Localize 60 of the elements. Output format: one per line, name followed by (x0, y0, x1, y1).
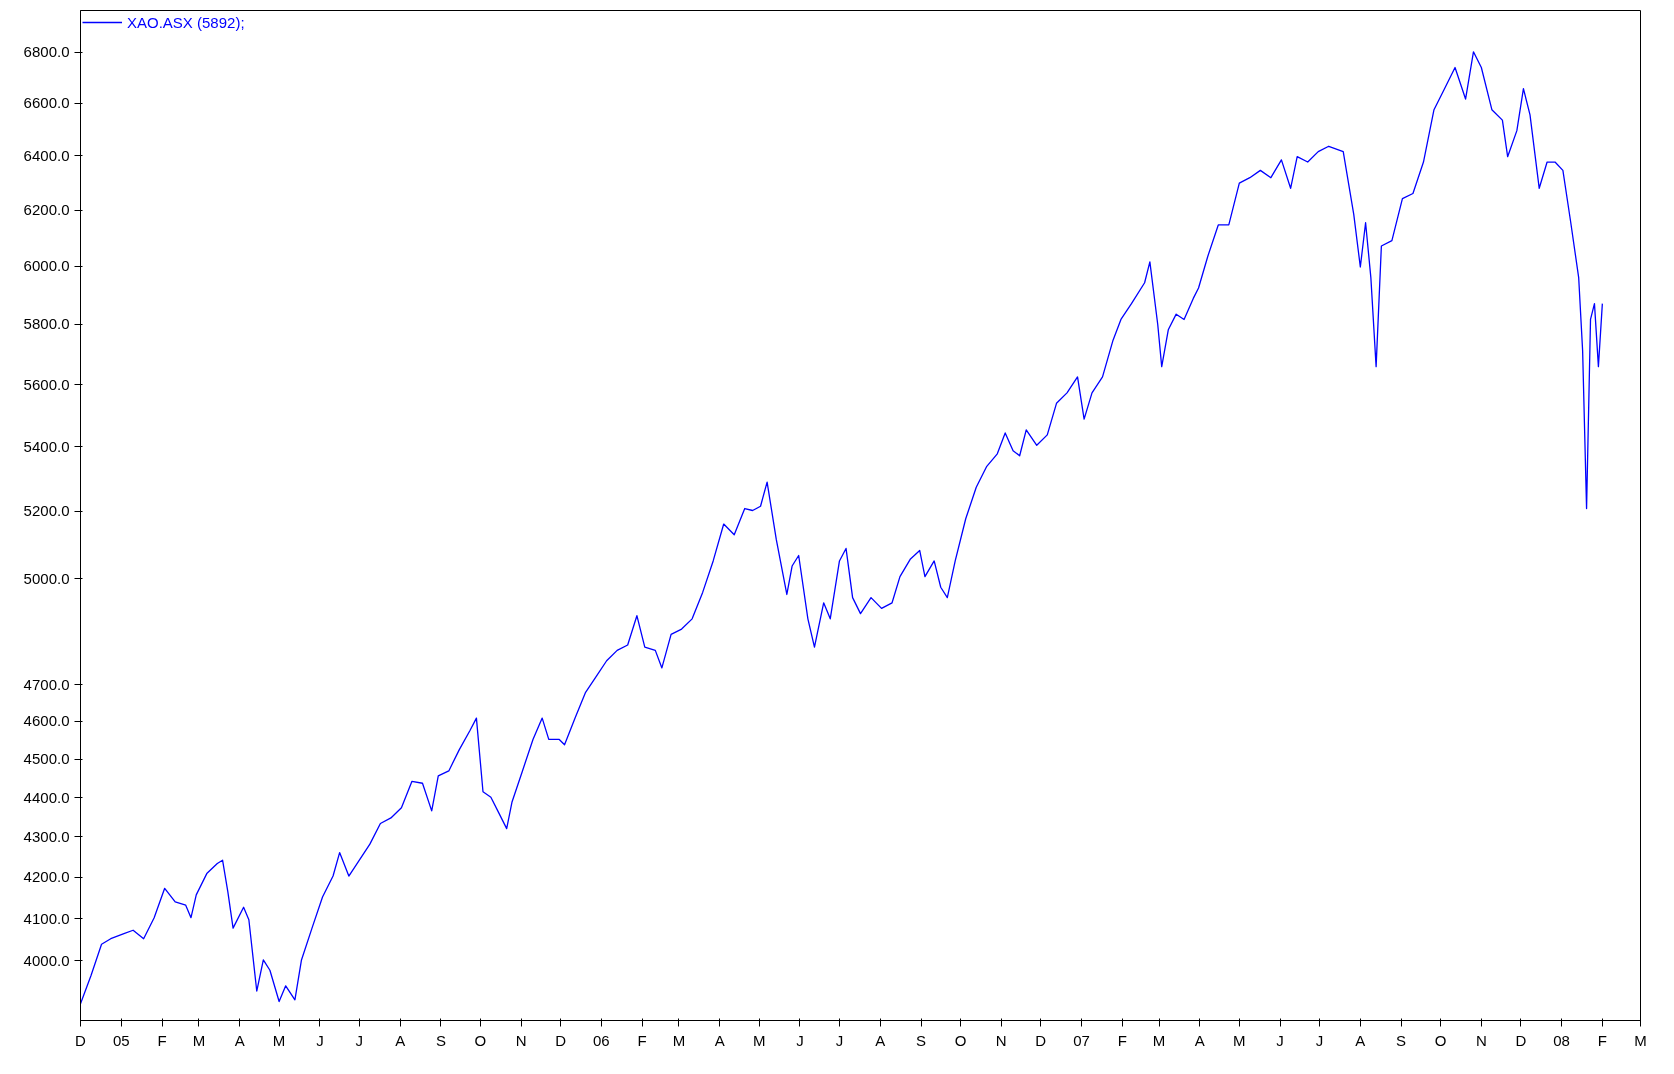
y-tick-label: 4200.0 (23, 868, 70, 886)
x-tick-label: S (1396, 1031, 1407, 1049)
x-tick-label: J (316, 1031, 324, 1049)
x-tick-label: O (474, 1031, 487, 1049)
x-tick-label: A (1355, 1031, 1366, 1049)
x-tick-label: O (954, 1031, 967, 1049)
x-tick-label: M (1233, 1031, 1246, 1049)
y-tick-label: 5800.0 (23, 315, 70, 333)
x-tick-label: 08 (1553, 1031, 1570, 1049)
x-tick-label: N (1475, 1031, 1487, 1049)
x-tick-label: D (555, 1031, 567, 1049)
x-tick-label: N (995, 1031, 1007, 1049)
x-tick-label: M (672, 1031, 686, 1049)
x-tick-label: O (1434, 1031, 1447, 1049)
x-tick-label: A (1194, 1031, 1205, 1049)
y-tick-label: 6400.0 (23, 146, 70, 164)
x-tick-label: 07 (1073, 1031, 1090, 1049)
y-tick-label: 5400.0 (23, 437, 70, 455)
x-tick-label: A (395, 1031, 406, 1049)
x-tick-label: S (916, 1031, 927, 1049)
x-tick-label: J (1276, 1031, 1284, 1049)
y-tick-label: 4500.0 (23, 750, 70, 768)
y-tick-label: 6600.0 (23, 94, 70, 112)
x-tick-label: F (1117, 1031, 1127, 1049)
x-tick-label: J (835, 1031, 844, 1049)
x-tick-label: M (752, 1031, 766, 1049)
x-tick-label: M (192, 1031, 206, 1049)
y-tick-label: 4100.0 (23, 909, 70, 927)
y-tick-label: 6800.0 (23, 43, 70, 61)
x-tick-label: D (75, 1031, 87, 1049)
line-series (80, 51, 1603, 1005)
x-tick-label: 06 (593, 1031, 610, 1049)
x-tick-label: F (1597, 1031, 1607, 1049)
y-tick-label: 5600.0 (23, 375, 70, 393)
y-tick-label: 4600.0 (23, 712, 70, 730)
x-tick-label: J (355, 1031, 364, 1049)
x-tick-label: J (796, 1031, 804, 1049)
x-tick-label: A (234, 1031, 245, 1049)
x-tick-label: S (435, 1031, 446, 1049)
y-tick-label: 6000.0 (23, 257, 70, 275)
y-tick-label: 5000.0 (23, 569, 70, 587)
x-tick-label: M (1634, 1031, 1647, 1049)
x-tick-label: 05 (112, 1031, 130, 1049)
x-tick-label: J (1315, 1031, 1324, 1049)
x-tick-label: D (1035, 1031, 1047, 1049)
x-tick-label: A (875, 1031, 886, 1049)
x-tick-label: N (515, 1031, 527, 1049)
y-tick-label: 4000.0 (23, 951, 70, 969)
x-tick-label: F (637, 1031, 647, 1049)
y-tick-label: 4700.0 (23, 675, 70, 693)
y-tick-label: 4400.0 (23, 788, 70, 806)
x-tick-label: F (157, 1031, 167, 1049)
x-tick-label: M (272, 1031, 286, 1049)
x-tick-label: M (1152, 1031, 1166, 1049)
y-tick-label: 4300.0 (23, 827, 70, 845)
x-tick-label: A (714, 1031, 725, 1049)
y-tick-label: 5200.0 (23, 502, 70, 520)
legend-label: XAO.ASX (5892); (127, 13, 245, 31)
x-tick-label: D (1515, 1031, 1527, 1049)
y-tick-label: 6200.0 (23, 201, 70, 219)
